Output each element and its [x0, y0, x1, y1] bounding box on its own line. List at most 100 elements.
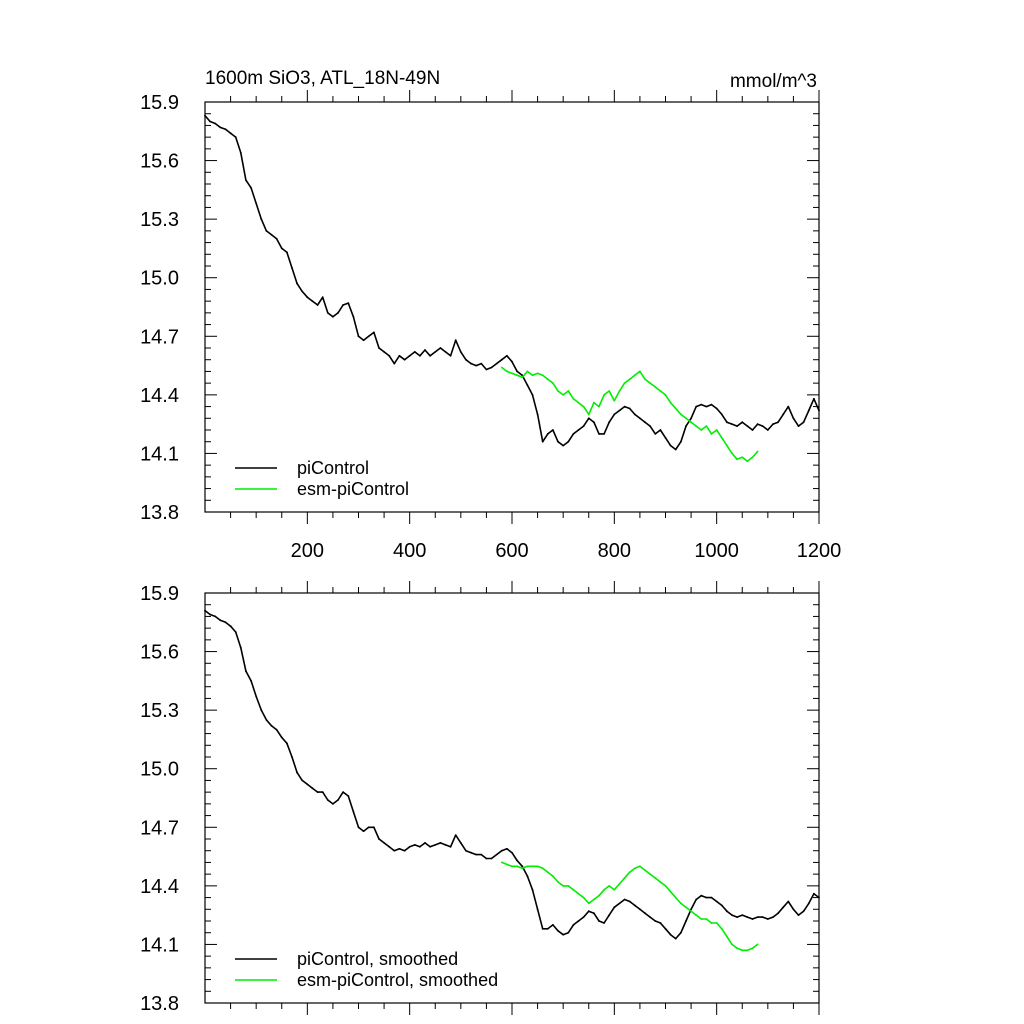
data-point: [511, 360, 513, 363]
data-point: [239, 646, 242, 649]
data-point: [756, 943, 759, 946]
data-point: [715, 900, 718, 903]
data-point: [321, 296, 324, 299]
data-point: [209, 120, 212, 123]
data-point: [536, 372, 539, 375]
data-point: [720, 927, 723, 930]
y-tick-label: 15.3: [140, 700, 179, 722]
data-point: [526, 875, 529, 877]
data-point: [424, 842, 426, 844]
x-tick-label: 200: [291, 540, 324, 562]
data-point: [557, 390, 559, 392]
data-point: [741, 456, 744, 459]
data-point: [623, 877, 626, 879]
data-point: [731, 423, 733, 425]
data-point: [511, 372, 513, 375]
y-tick-label: 15.9: [140, 92, 179, 114]
data-point: [280, 736, 283, 739]
series-line-esm-picontrol: [501, 366, 759, 463]
data-point: [680, 902, 682, 905]
data-point: [587, 417, 590, 420]
data-point: [577, 920, 580, 922]
data-point: [526, 370, 529, 373]
data-point: [736, 425, 738, 427]
legend-label: piControl, smoothed: [297, 949, 458, 969]
data-point: [552, 924, 554, 926]
data-point: [577, 892, 580, 895]
data-point: [639, 370, 641, 373]
data-point: [511, 851, 513, 854]
plot-frame: [204, 592, 820, 1004]
data-point: [291, 756, 293, 758]
data-point: [531, 394, 534, 396]
data-point: [756, 423, 759, 425]
data-point: [572, 924, 575, 926]
data-point: [685, 906, 687, 909]
data-point: [219, 619, 222, 622]
data-point: [710, 433, 713, 435]
data-point: [511, 865, 513, 868]
data-point: [326, 312, 329, 314]
data-point: [746, 916, 749, 918]
data-point: [536, 413, 539, 416]
data-point: [587, 902, 590, 905]
x-tick-label: 1000: [694, 540, 739, 562]
data-point: [311, 300, 314, 302]
data-point: [347, 302, 350, 304]
data-point: [332, 803, 334, 805]
data-point: [419, 354, 421, 357]
data-point: [649, 425, 651, 427]
data-point: [644, 912, 646, 915]
data-point: [480, 362, 483, 365]
data-point: [659, 429, 662, 431]
data-point: [613, 888, 616, 891]
data-point: [572, 433, 575, 435]
data-point: [618, 902, 621, 905]
data-point: [403, 358, 406, 361]
y-tick-label: 14.7: [140, 817, 179, 839]
data-point: [685, 920, 687, 922]
y-tick-label: 15.9: [140, 583, 179, 605]
y-tick-label: 14.4: [140, 385, 179, 407]
data-point: [357, 335, 360, 338]
data-point: [506, 847, 508, 850]
data-point: [582, 916, 585, 918]
data-point: [480, 853, 483, 856]
data-point: [546, 927, 549, 930]
data-point: [393, 362, 396, 365]
data-point: [291, 267, 293, 269]
data-point: [577, 401, 580, 404]
data-point: [633, 904, 636, 907]
data-point: [593, 421, 595, 424]
chart-panel-top: 15.9 15.6 15.3 15.0 14.7 14.4 14.1 13.8 200 400 60…: [140, 68, 841, 562]
data-point: [546, 378, 549, 381]
data-point: [342, 304, 344, 306]
legend-label: esm-piControl: [297, 479, 409, 499]
data-point: [664, 436, 667, 439]
data-point: [485, 857, 488, 860]
data-point: [521, 867, 524, 870]
data-point: [613, 906, 616, 909]
data-point: [367, 826, 370, 829]
units-label: mmol/m^3: [730, 71, 817, 92]
data-point: [311, 787, 314, 790]
data-point: [761, 916, 764, 918]
data-point: [807, 409, 810, 412]
data-point: [587, 413, 590, 416]
data-point: [613, 413, 616, 416]
data-point: [567, 885, 570, 887]
data-point: [659, 881, 662, 883]
data-point: [690, 421, 692, 424]
data-point: [633, 867, 636, 870]
data-point: [756, 916, 759, 918]
data-point: [664, 927, 667, 930]
data-point: [352, 810, 355, 813]
data-point: [797, 914, 800, 916]
data-point: [500, 861, 503, 864]
data-point: [802, 910, 805, 913]
data-point: [603, 394, 605, 396]
data-point: [255, 202, 258, 205]
x-tick-label: 1200: [797, 540, 842, 562]
data-point: [731, 943, 733, 946]
